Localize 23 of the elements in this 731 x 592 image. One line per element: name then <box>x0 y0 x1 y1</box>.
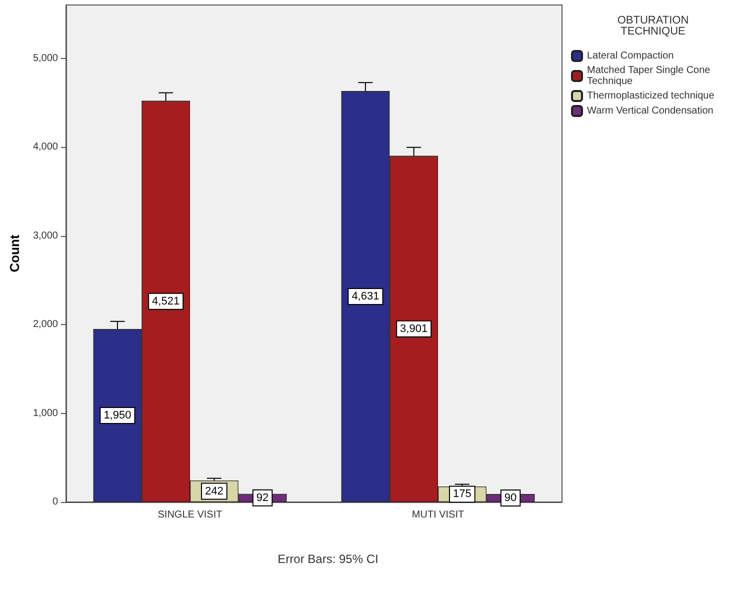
y-tick-label: 3,000 <box>32 230 58 242</box>
y-tick-label: 2,000 <box>32 319 58 330</box>
legend-label: Thermoplasticized technique <box>587 90 715 102</box>
legend-title: OBTURATION TECHNIQUE <box>617 14 689 38</box>
data-label: 1,950 <box>104 409 132 422</box>
data-label: 175 <box>453 488 472 500</box>
data-label: 3,901 <box>400 322 428 335</box>
legend-label: Lateral Compaction <box>587 50 674 62</box>
x-tick-label: SINGLE VISIT <box>158 510 222 520</box>
y-tick-label: 4,000 <box>32 142 58 152</box>
data-label: 4,631 <box>352 290 380 302</box>
legend-label: Warm Vertical Condensation <box>587 106 714 116</box>
x-tick-label: MUTI VISIT <box>412 510 464 520</box>
data-label: 92 <box>256 492 269 504</box>
y-axis-title: Count <box>7 234 22 272</box>
text: Error Bars: 95% CI <box>278 552 378 566</box>
data-label: 4,521 <box>152 295 180 308</box>
legend-label: Matched Taper Single Cone Technique <box>587 65 714 87</box>
data-label: 242 <box>205 485 224 498</box>
y-tick-label: 5,000 <box>32 52 58 64</box>
y-tick-label: 1,000 <box>32 408 58 419</box>
data-label: 90 <box>504 492 517 504</box>
y-tick-label: 0 <box>52 496 58 508</box>
